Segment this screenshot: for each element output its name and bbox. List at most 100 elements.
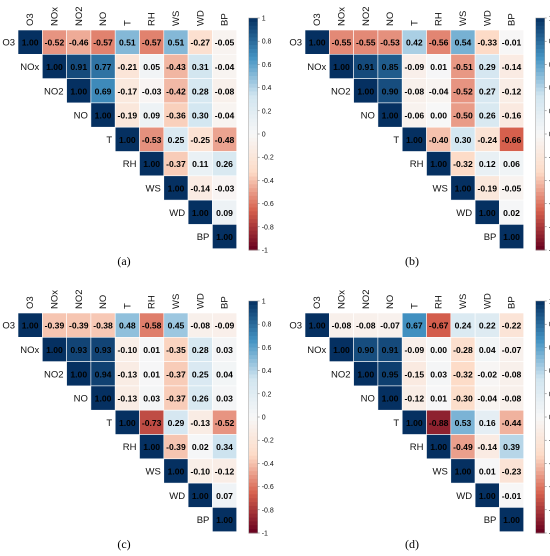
cell-value: 0.09 <box>216 208 233 218</box>
cell-value: -0.52 <box>45 38 65 48</box>
colorbar-segment <box>248 440 258 445</box>
heatmap-cell <box>474 409 500 435</box>
cell-value: 0.05 <box>143 62 160 72</box>
cell-value: -0.22 <box>502 321 522 331</box>
colorbar-segment <box>248 335 258 341</box>
colorbar-segment <box>535 219 545 224</box>
heatmap-cell <box>114 385 140 411</box>
colorbar-segment <box>248 397 258 402</box>
cell-value: -0.32 <box>453 159 473 169</box>
heatmap-cell <box>114 126 140 152</box>
column-label-rh: RH <box>434 295 445 309</box>
cell-value: 1.00 <box>70 86 87 96</box>
cell-value: -0.09 <box>405 62 425 72</box>
heatmap-cell <box>187 102 213 128</box>
colorbar-segment <box>535 312 545 317</box>
colorbar-segment <box>248 478 258 484</box>
heatmap-cell <box>401 409 427 435</box>
row-label-t: T <box>393 135 399 146</box>
cell-value: -0.12 <box>502 86 522 96</box>
column-label-o3: O3 <box>25 13 36 26</box>
colorbar-segment <box>248 343 258 348</box>
column-label-bp: BP <box>507 296 518 309</box>
colorbar-segment <box>248 521 258 526</box>
colorbar-segment <box>248 157 258 162</box>
heatmap-cell <box>426 126 452 152</box>
colorbar-segment <box>248 106 258 112</box>
colorbar-segment <box>535 502 545 507</box>
colorbar-tick-label: 0.2 <box>549 391 550 398</box>
heatmap-cell <box>353 312 379 338</box>
colorbar-segment <box>535 72 545 77</box>
cell-value: 1.00 <box>192 491 209 501</box>
cell-value: -0.49 <box>453 442 473 452</box>
heatmap-cell <box>163 78 189 104</box>
colorbar-segment <box>535 482 545 487</box>
colorbar-segment <box>535 374 545 379</box>
heatmap-cell <box>66 361 92 387</box>
heatmap-cell <box>212 385 237 411</box>
column-label-wd: WD <box>482 293 493 309</box>
cell-value: 0.30 <box>192 111 209 121</box>
colorbar-segment <box>248 502 258 507</box>
colorbar-segment <box>248 428 258 433</box>
colorbar-tick-label: -0.4 <box>262 461 274 468</box>
cell-value: 0.25 <box>168 135 185 145</box>
colorbar-segment <box>248 482 258 487</box>
cell-value: 1.00 <box>333 62 350 72</box>
colorbar-segment <box>535 455 545 460</box>
heatmap-cell <box>426 312 452 338</box>
colorbar-segment <box>535 359 545 364</box>
cell-value: -0.08 <box>215 86 235 96</box>
cell-value: 0.29 <box>479 62 496 72</box>
colorbar-segment <box>248 471 258 476</box>
cell-value: -0.08 <box>332 321 352 331</box>
row-label-wd: WD <box>169 208 185 219</box>
cell-value: 1.00 <box>455 183 472 193</box>
colorbar-segment <box>248 215 258 220</box>
heatmap-cell <box>114 312 140 338</box>
heatmap-panel-1: O3 NOx NO2 NO T RH WS WD BP O3 1.00 -0.52 -0.46 -0.57… <box>2 6 274 254</box>
cell-value: 0.12 <box>479 159 496 169</box>
colorbar-segment <box>535 355 545 360</box>
colorbar-segment <box>535 409 545 414</box>
row-label-t: T <box>106 135 112 146</box>
heatmap-cell <box>90 102 116 128</box>
heatmap-cell <box>17 29 43 55</box>
heatmap-cell <box>139 53 165 79</box>
cell-value: 1.00 <box>216 232 233 242</box>
colorbar-segment <box>248 420 258 426</box>
cell-value: -0.36 <box>166 111 186 121</box>
colorbar-segment <box>535 215 545 220</box>
colorbar-segment <box>535 521 545 526</box>
heatmap-cell <box>499 175 524 201</box>
colorbar-segment <box>248 103 258 108</box>
cell-value: -0.10 <box>118 345 138 355</box>
colorbar-tick-label: 1 <box>262 16 266 23</box>
colorbar-segment <box>248 467 258 472</box>
heatmap-cell <box>187 458 213 484</box>
colorbar-segment <box>535 304 545 310</box>
colorbar-segment <box>248 242 258 247</box>
colorbar-segment <box>535 238 545 243</box>
colorbar-segment <box>248 393 258 399</box>
cell-value: -0.55 <box>332 38 352 48</box>
heatmap-cell <box>41 53 67 79</box>
colorbar-segment <box>248 149 258 154</box>
cell-value: 1.00 <box>119 135 136 145</box>
colorbar-segment <box>248 203 258 208</box>
colorbar-segment <box>535 478 545 484</box>
heatmap-cell <box>90 53 116 79</box>
heatmap-cell <box>139 385 165 411</box>
colorbar-segment <box>535 195 545 201</box>
column-label-wd: WD <box>195 10 206 26</box>
cell-value: 0.26 <box>192 394 209 404</box>
column-label-no: NO <box>98 295 109 309</box>
cell-value: 1.00 <box>95 111 112 121</box>
heatmap-cell <box>66 336 92 362</box>
cell-value: 1.00 <box>382 394 399 404</box>
row-label-t: T <box>106 418 112 429</box>
heatmap-cell <box>499 385 524 411</box>
colorbar-tick-label: 1 <box>262 299 266 306</box>
